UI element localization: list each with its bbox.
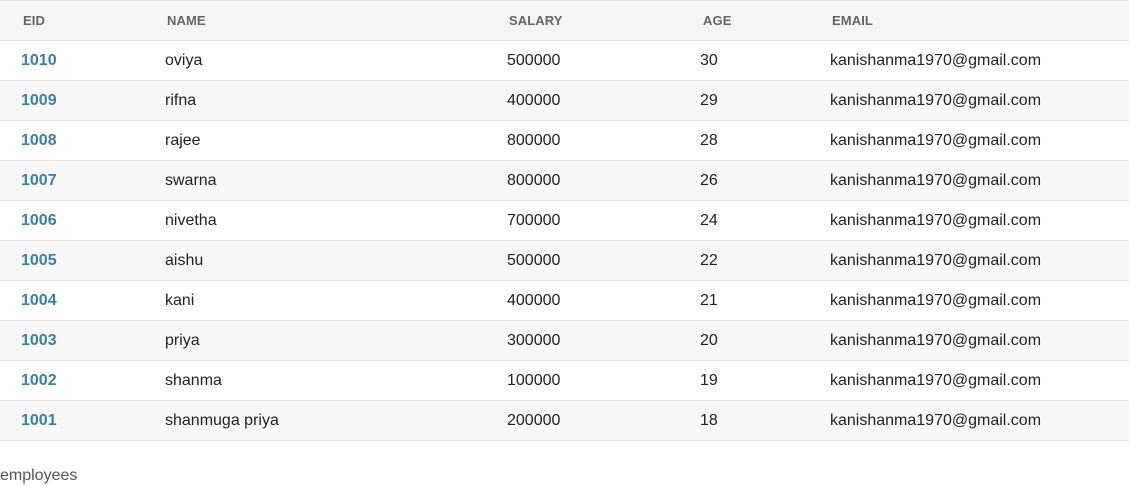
age-cell: 30 — [700, 51, 718, 69]
age-cell: 28 — [700, 131, 718, 149]
age-cell: 19 — [700, 371, 718, 389]
name-cell: rajee — [165, 131, 201, 149]
name-cell: kani — [165, 291, 195, 309]
age-cell: 18 — [700, 411, 718, 429]
age-cell: 29 — [700, 91, 718, 109]
email-cell: kanishanma1970@gmail.com — [830, 211, 1042, 229]
name-cell: oviya — [165, 51, 203, 69]
eid-link[interactable]: 1001 — [21, 411, 57, 429]
eid-link[interactable]: 1003 — [21, 331, 57, 349]
eid-link[interactable]: 1005 — [21, 251, 57, 269]
table-row: 1004 kani 400000 21 kanishanma1970@gmail… — [0, 280, 1129, 321]
name-cell: shanma — [165, 371, 222, 389]
name-cell: aishu — [165, 251, 204, 269]
salary-cell: 800000 — [507, 131, 561, 149]
age-cell: 22 — [700, 251, 718, 269]
email-cell: kanishanma1970@gmail.com — [830, 371, 1042, 389]
name-cell: shanmuga priya — [165, 411, 279, 429]
salary-cell: 800000 — [507, 171, 561, 189]
eid-link[interactable]: 1004 — [21, 291, 57, 309]
table-row: 1009 rifna 400000 29 kanishanma1970@gmai… — [0, 80, 1129, 121]
column-header-age[interactable]: AGE — [703, 13, 732, 28]
table-row: 1007 swarna 800000 26 kanishanma1970@gma… — [0, 160, 1129, 201]
salary-cell: 500000 — [507, 51, 561, 69]
salary-cell: 700000 — [507, 211, 561, 229]
email-cell: kanishanma1970@gmail.com — [830, 251, 1042, 269]
table-caption: employees — [0, 467, 78, 484]
table-body: 1010 oviya 500000 30 kanishanma1970@gmai… — [0, 40, 1129, 441]
column-header-name[interactable]: NAME — [167, 13, 206, 28]
salary-cell: 400000 — [507, 291, 561, 309]
eid-link[interactable]: 1006 — [21, 211, 57, 229]
age-cell: 21 — [700, 291, 718, 309]
column-header-salary[interactable]: SALARY — [509, 13, 563, 28]
email-cell: kanishanma1970@gmail.com — [830, 171, 1042, 189]
table-row: 1001 shanmuga priya 200000 18 kanishanma… — [0, 400, 1129, 441]
email-cell: kanishanma1970@gmail.com — [830, 51, 1042, 69]
age-cell: 20 — [700, 331, 718, 349]
header-row: EID NAME SALARY AGE EMAIL — [0, 0, 1129, 41]
eid-link[interactable]: 1002 — [21, 371, 57, 389]
table-row: 1006 nivetha 700000 24 kanishanma1970@gm… — [0, 200, 1129, 241]
column-header-eid[interactable]: EID — [23, 13, 45, 28]
name-cell: nivetha — [165, 211, 217, 229]
name-cell: priya — [165, 331, 200, 349]
table-row: 1008 rajee 800000 28 kanishanma1970@gmai… — [0, 120, 1129, 161]
table-row: 1002 shanma 100000 19 kanishanma1970@gma… — [0, 360, 1129, 401]
eid-link[interactable]: 1008 — [21, 131, 57, 149]
table-row: 1003 priya 300000 20 kanishanma1970@gmai… — [0, 320, 1129, 361]
email-cell: kanishanma1970@gmail.com — [830, 291, 1042, 309]
column-header-email[interactable]: EMAIL — [832, 13, 873, 28]
eid-link[interactable]: 1010 — [21, 51, 57, 69]
table-row: 1010 oviya 500000 30 kanishanma1970@gmai… — [0, 40, 1129, 81]
salary-cell: 400000 — [507, 91, 561, 109]
age-cell: 26 — [700, 171, 718, 189]
salary-cell: 100000 — [507, 371, 561, 389]
employees-table-container: EID NAME SALARY AGE EMAIL 1010 oviya 500… — [0, 0, 1129, 441]
eid-link[interactable]: 1007 — [21, 171, 57, 189]
salary-cell: 200000 — [507, 411, 561, 429]
salary-cell: 500000 — [507, 251, 561, 269]
email-cell: kanishanma1970@gmail.com — [830, 91, 1042, 109]
email-cell: kanishanma1970@gmail.com — [830, 411, 1042, 429]
name-cell: rifna — [165, 91, 197, 109]
eid-link[interactable]: 1009 — [21, 91, 57, 109]
email-cell: kanishanma1970@gmail.com — [830, 331, 1042, 349]
name-cell: swarna — [165, 171, 217, 189]
table-row: 1005 aishu 500000 22 kanishanma1970@gmai… — [0, 240, 1129, 281]
age-cell: 24 — [700, 211, 718, 229]
salary-cell: 300000 — [507, 331, 561, 349]
email-cell: kanishanma1970@gmail.com — [830, 131, 1042, 149]
table-header: EID NAME SALARY AGE EMAIL — [0, 0, 1129, 41]
employees-table: EID NAME SALARY AGE EMAIL 1010 oviya 500… — [0, 0, 1129, 441]
